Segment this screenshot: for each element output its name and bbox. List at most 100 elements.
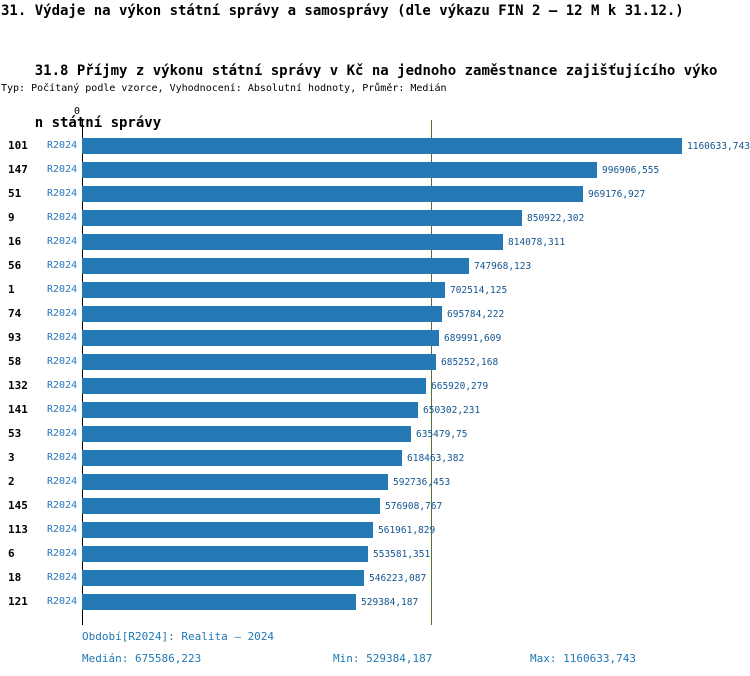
- bar: [82, 210, 522, 226]
- median-stat: Medián: 675586,223: [82, 652, 202, 665]
- bar-row: 56 R2024 747968,123: [0, 254, 750, 278]
- bar: [82, 330, 439, 346]
- bar-row: 51 R2024 969176,927: [0, 182, 750, 206]
- min-stat: Min: 529384,187: [333, 652, 433, 665]
- indicator-subtitle-line2: n státní správy: [34, 115, 162, 131]
- bar: [82, 498, 380, 514]
- value-label: 747968,123: [474, 261, 532, 272]
- bar: [82, 546, 368, 562]
- bar-row: 1 R2024 702514,125: [0, 278, 750, 302]
- max-stat: Max: 1160633,743: [530, 652, 636, 665]
- series-label: R2024: [47, 284, 78, 295]
- value-label: 618463,382: [407, 453, 465, 464]
- value-label: 553581,351: [373, 549, 431, 560]
- category-label: 56: [8, 259, 22, 272]
- value-label: 996906,555: [602, 165, 660, 176]
- bar-row: 6 R2024 553581,351: [0, 542, 750, 566]
- value-label: 592736,453: [393, 477, 451, 488]
- bar-row: 9 R2024 850922,302: [0, 206, 750, 230]
- series-label: R2024: [47, 380, 78, 391]
- y-axis-line: [82, 120, 83, 625]
- series-label: R2024: [47, 428, 78, 439]
- series-label: R2024: [47, 452, 78, 463]
- bar-row: 74 R2024 695784,222: [0, 302, 750, 326]
- series-label: R2024: [47, 572, 78, 583]
- bar: [82, 402, 418, 418]
- value-label: 529384,187: [361, 597, 419, 608]
- bar-row: 58 R2024 685252,168: [0, 350, 750, 374]
- bar: [82, 450, 402, 466]
- category-label: 74: [8, 307, 22, 320]
- series-label: R2024: [47, 500, 78, 511]
- median-line: [431, 120, 432, 625]
- category-label: 141: [8, 403, 28, 416]
- series-label: R2024: [47, 308, 78, 319]
- bar: [82, 138, 682, 154]
- bar: [82, 354, 436, 370]
- bar: [82, 306, 442, 322]
- value-label: 695784,222: [447, 309, 505, 320]
- category-label: 16: [8, 235, 22, 248]
- bar-row: 141 R2024 650302,231: [0, 398, 750, 422]
- indicator-subtitle-line1: 31.8 Příjmy z výkonu státní správy v Kč …: [34, 63, 718, 79]
- category-label: 3: [8, 451, 15, 464]
- value-label: 850922,302: [527, 213, 585, 224]
- bar-row: 101 R2024 1160633,743: [0, 134, 750, 158]
- bar: [82, 570, 364, 586]
- value-label: 546223,087: [369, 573, 427, 584]
- bar-row: 113 R2024 561961,829: [0, 518, 750, 542]
- bar-chart-plot-area: 101 R2024 1160633,743 147 R2024 996906,555 51 R…: [0, 120, 750, 625]
- period-label: Období[R2024]: Realita – 2024: [82, 630, 275, 643]
- bar: [82, 162, 597, 178]
- indicator-meta: Typ: Počítaný podle vzorce, Vyhodnocení:…: [1, 83, 447, 94]
- category-label: 6: [8, 547, 15, 560]
- category-label: 2: [8, 475, 15, 488]
- bar-row: 16 R2024 814078,311: [0, 230, 750, 254]
- bar-row: 132 R2024 665920,279: [0, 374, 750, 398]
- bar: [82, 234, 503, 250]
- series-label: R2024: [47, 356, 78, 367]
- value-label: 576908,767: [385, 501, 443, 512]
- series-label: R2024: [47, 260, 78, 271]
- category-label: 93: [8, 331, 22, 344]
- category-label: 53: [8, 427, 22, 440]
- bar-row: 145 R2024 576908,767: [0, 494, 750, 518]
- value-label: 702514,125: [450, 285, 508, 296]
- bar: [82, 474, 388, 490]
- category-label: 132: [8, 379, 28, 392]
- series-label: R2024: [47, 140, 78, 151]
- x-axis-zero-label: 0: [73, 106, 80, 117]
- category-label: 121: [8, 595, 28, 608]
- value-label: 665920,279: [431, 381, 489, 392]
- bar-row: 18 R2024 546223,087: [0, 566, 750, 590]
- value-label: 650302,231: [423, 405, 481, 416]
- report-title: 31. Výdaje na výkon státní správy a samo…: [1, 3, 684, 19]
- value-label: 635479,75: [416, 429, 468, 440]
- category-label: 145: [8, 499, 28, 512]
- value-label: 969176,927: [588, 189, 646, 200]
- series-label: R2024: [47, 524, 78, 535]
- bar-row: 3 R2024 618463,382: [0, 446, 750, 470]
- series-label: R2024: [47, 548, 78, 559]
- value-label: 561961,829: [378, 525, 436, 536]
- series-label: R2024: [47, 476, 78, 487]
- bar: [82, 378, 426, 394]
- category-label: 147: [8, 163, 28, 176]
- category-label: 9: [8, 211, 15, 224]
- value-label: 689991,609: [444, 333, 502, 344]
- value-label: 814078,311: [508, 237, 566, 248]
- bar-row: 147 R2024 996906,555: [0, 158, 750, 182]
- series-label: R2024: [47, 332, 78, 343]
- bar: [82, 258, 469, 274]
- indicator-subtitle: 31.8 Příjmy z výkonu státní správy v Kč …: [1, 32, 718, 162]
- bar: [82, 522, 373, 538]
- category-label: 51: [8, 187, 22, 200]
- bar: [82, 594, 356, 610]
- category-label: 18: [8, 571, 22, 584]
- value-label: 1160633,743: [687, 141, 750, 152]
- category-label: 1: [8, 283, 15, 296]
- series-label: R2024: [47, 188, 78, 199]
- bar: [82, 186, 583, 202]
- series-label: R2024: [47, 596, 78, 607]
